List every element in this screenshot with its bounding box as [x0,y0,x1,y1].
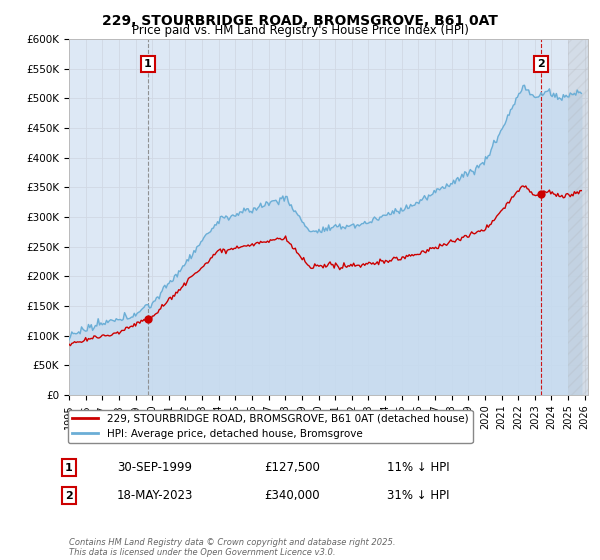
Text: £340,000: £340,000 [264,489,320,502]
Text: £127,500: £127,500 [264,461,320,474]
Text: Contains HM Land Registry data © Crown copyright and database right 2025.
This d: Contains HM Land Registry data © Crown c… [69,538,395,557]
Text: 31% ↓ HPI: 31% ↓ HPI [387,489,449,502]
Text: 1: 1 [65,463,73,473]
Text: 229, STOURBRIDGE ROAD, BROMSGROVE, B61 0AT: 229, STOURBRIDGE ROAD, BROMSGROVE, B61 0… [102,14,498,28]
Text: 2: 2 [65,491,73,501]
Text: Price paid vs. HM Land Registry's House Price Index (HPI): Price paid vs. HM Land Registry's House … [131,24,469,37]
Bar [568,39,588,395]
Text: 11% ↓ HPI: 11% ↓ HPI [387,461,449,474]
Legend: 229, STOURBRIDGE ROAD, BROMSGROVE, B61 0AT (detached house), HPI: Average price,: 229, STOURBRIDGE ROAD, BROMSGROVE, B61 0… [68,409,473,443]
Text: 2: 2 [537,59,545,69]
Text: 1: 1 [144,59,152,69]
Text: 18-MAY-2023: 18-MAY-2023 [117,489,193,502]
Text: 30-SEP-1999: 30-SEP-1999 [117,461,192,474]
